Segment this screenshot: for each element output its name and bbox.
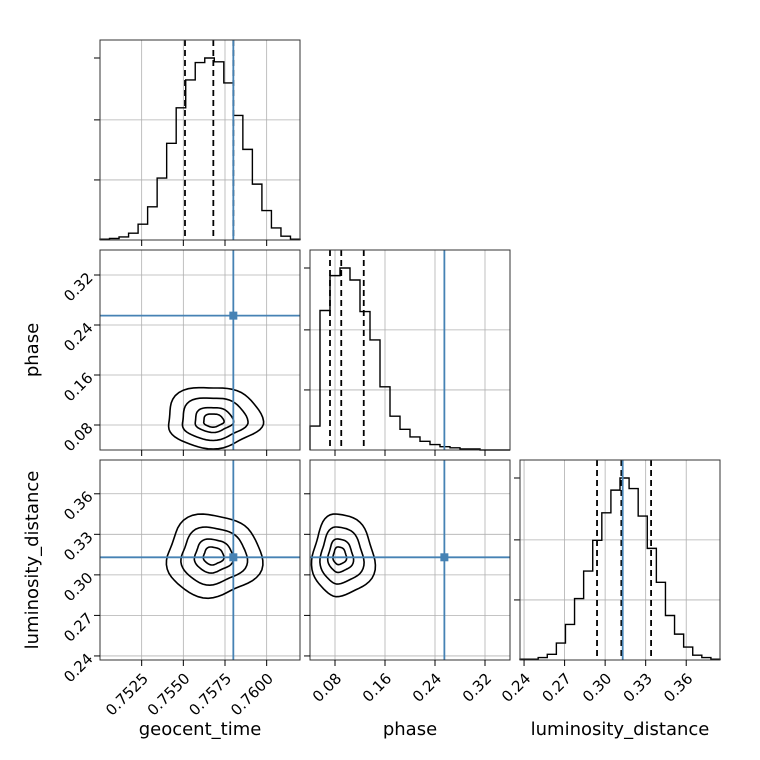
ytick-label-luminosity_distance-4: 0.36 bbox=[60, 488, 96, 524]
xtick-label-phase-1: 0.16 bbox=[359, 670, 395, 706]
xtick-label-phase-0: 0.08 bbox=[309, 670, 345, 706]
ytick-label-luminosity_distance-2: 0.30 bbox=[60, 569, 96, 605]
xaxis-label-phase: phase bbox=[383, 719, 437, 740]
panel-geocent_time-vs-phase-frame bbox=[99, 249, 301, 451]
panel-geocent_time-vs-luminosity_distance-contour-1 bbox=[180, 526, 249, 587]
xtick-label-geocent_time-1: 0.7550 bbox=[144, 670, 194, 720]
panel-phase-vs-luminosity_distance-contour-3 bbox=[332, 546, 348, 566]
ytick-label-phase-2: 0.24 bbox=[60, 319, 96, 355]
panel-geocent_time-vs-luminosity_distance-frame bbox=[99, 459, 301, 661]
panel-phase-hist-frame bbox=[309, 249, 511, 451]
panel-geocent_time-vs-phase-contour-2 bbox=[194, 406, 235, 434]
ytick-label-phase-0: 0.08 bbox=[60, 419, 96, 455]
panel-phase-vs-luminosity_distance-contour-2 bbox=[326, 538, 355, 574]
ytick-label-luminosity_distance-0: 0.24 bbox=[60, 650, 96, 686]
panel-phase-vs-luminosity_distance-truth-marker bbox=[440, 553, 449, 562]
panel-geocent_time-vs-luminosity_distance-bg bbox=[100, 460, 300, 660]
ytick-label-phase-3: 0.32 bbox=[60, 269, 96, 305]
panel-geocent_time-vs-phase-contour-1 bbox=[181, 397, 249, 442]
yaxis-label-luminosity_distance: luminosity_distance bbox=[22, 471, 43, 650]
panel-luminosity_distance-hist-bg bbox=[520, 460, 720, 660]
panel-phase-vs-luminosity_distance-bg bbox=[310, 460, 510, 660]
panel-phase-vs-luminosity_distance-contour-1 bbox=[319, 526, 365, 585]
ytick-label-phase-1: 0.16 bbox=[60, 369, 96, 405]
xtick-label-luminosity_distance-2: 0.30 bbox=[579, 670, 615, 706]
panel-phase-hist-bg bbox=[310, 250, 510, 450]
panel-luminosity_distance-hist-histogram-step bbox=[519, 477, 721, 660]
xtick-label-geocent_time-2: 0.7575 bbox=[185, 670, 235, 720]
panel-phase-vs-luminosity_distance-frame bbox=[309, 459, 511, 661]
panel-geocent_time-vs-luminosity_distance-truth-marker bbox=[229, 553, 238, 562]
panel-geocent_time-vs-luminosity_distance-contour-2 bbox=[193, 538, 235, 574]
yaxis-label-phase: phase bbox=[22, 323, 43, 377]
ytick-label-luminosity_distance-1: 0.27 bbox=[60, 609, 96, 645]
panel-phase-vs-luminosity_distance-contour-0 bbox=[310, 513, 377, 598]
panel-geocent_time-hist-histogram-step bbox=[99, 57, 301, 240]
ytick-label-luminosity_distance-3: 0.33 bbox=[60, 528, 96, 564]
panel-geocent_time-vs-phase-contour-0 bbox=[167, 386, 265, 450]
xtick-label-luminosity_distance-1: 0.27 bbox=[538, 670, 574, 706]
panel-phase-hist-histogram-step bbox=[309, 267, 510, 451]
xtick-label-luminosity_distance-0: 0.24 bbox=[498, 670, 534, 706]
panel-geocent_time-vs-phase-truth-marker bbox=[229, 311, 238, 320]
xaxis-label-geocent_time: geocent_time bbox=[139, 719, 262, 740]
panel-geocent_time-vs-phase-bg bbox=[100, 250, 300, 450]
xtick-label-luminosity_distance-4: 0.36 bbox=[660, 670, 696, 706]
xtick-label-phase-2: 0.24 bbox=[409, 670, 445, 706]
panel-geocent_time-hist-frame bbox=[99, 39, 301, 241]
xtick-label-phase-3: 0.32 bbox=[459, 670, 495, 706]
panel-luminosity_distance-hist-frame bbox=[519, 459, 721, 661]
xaxis-label-luminosity_distance: luminosity_distance bbox=[531, 719, 710, 740]
panel-geocent_time-vs-luminosity_distance-contour-0 bbox=[165, 513, 264, 600]
panel-geocent_time-vs-phase-contour-3 bbox=[202, 413, 225, 428]
xtick-label-geocent_time-3: 0.7600 bbox=[227, 670, 277, 720]
panel-geocent_time-vs-luminosity_distance-contour-3 bbox=[202, 546, 225, 566]
xtick-label-luminosity_distance-3: 0.33 bbox=[620, 670, 656, 706]
xtick-label-geocent_time-0: 0.7525 bbox=[102, 670, 152, 720]
